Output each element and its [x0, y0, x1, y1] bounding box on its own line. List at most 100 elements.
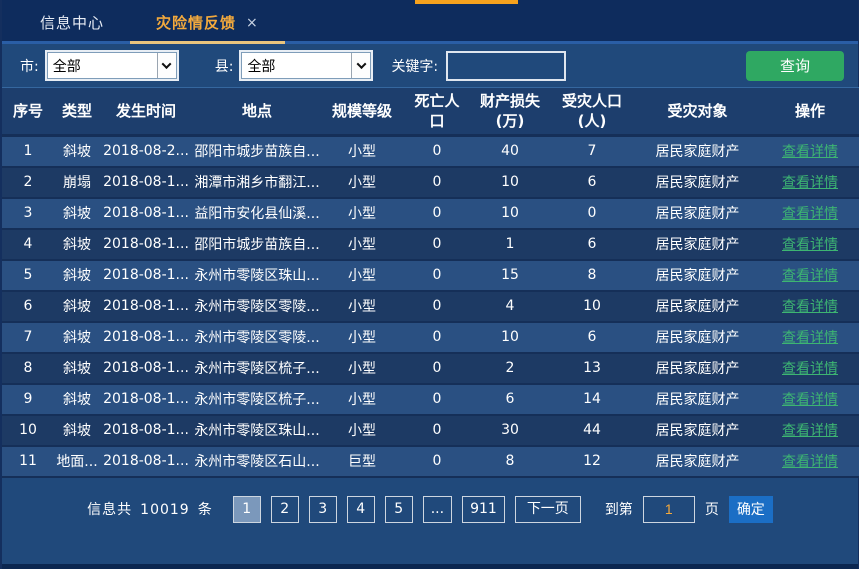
- search-button[interactable]: 查询: [746, 50, 844, 81]
- page-button-3[interactable]: 3: [308, 495, 337, 523]
- table-cell-action: 查看详情: [759, 414, 859, 447]
- table-cell: 居民家庭财产: [636, 352, 759, 385]
- chevron-down-icon[interactable]: [351, 53, 371, 78]
- top-orange-indicator: [415, 0, 518, 4]
- table-cell: 居民家庭财产: [636, 197, 759, 230]
- table-cell: 10: [2, 414, 54, 447]
- city-label: 市:: [20, 58, 39, 75]
- table-cell: 2018-08-1...: [100, 321, 192, 354]
- table-cell: 40: [472, 135, 548, 168]
- table-row: 1 斜坡 2018-08-2... 邵阳市城步苗族自... 小型 0 40 7 居民家庭财产 查看…: [2, 135, 859, 168]
- table-cell: 1: [2, 135, 54, 168]
- table-cell: 巨型: [322, 445, 402, 478]
- table-cell: 斜坡: [54, 383, 100, 416]
- table-cell: 小型: [322, 135, 402, 168]
- confirm-button[interactable]: 确定: [728, 495, 773, 523]
- table-row: 7 斜坡 2018-08-1... 永州市零陵区零陵... 小型 0 10 6 居民家庭财产 查看…: [2, 321, 859, 354]
- table-cell: 7: [2, 321, 54, 354]
- table-row: 3 斜坡 2018-08-1... 益阳市安化县仙溪... 小型 0 10 0 居民家庭财产 查看…: [2, 197, 859, 230]
- table-cell: 居民家庭财产: [636, 228, 759, 261]
- table-cell: 9: [2, 383, 54, 416]
- table-cell: 斜坡: [54, 414, 100, 447]
- page-button-...[interactable]: ...: [422, 495, 453, 523]
- column-header: 财产损失 (万): [472, 87, 548, 137]
- view-details-link[interactable]: 查看详情: [782, 237, 838, 253]
- table-cell: 居民家庭财产: [636, 383, 759, 416]
- table-cell: 小型: [322, 414, 402, 447]
- table-cell: 2018-08-2...: [100, 135, 192, 168]
- page-button-1[interactable]: 1: [232, 495, 261, 523]
- total-count-text: 信息共 10019 条: [87, 499, 213, 519]
- county-select[interactable]: 全部: [241, 52, 372, 79]
- goto-page-input[interactable]: [642, 495, 695, 523]
- table-cell: 居民家庭财产: [636, 259, 759, 292]
- table-cell: 居民家庭财产: [636, 445, 759, 478]
- table-cell: 小型: [322, 290, 402, 323]
- table-cell: 2: [472, 352, 548, 385]
- city-select[interactable]: 全部: [46, 52, 177, 79]
- next-page-button[interactable]: 下一页: [514, 495, 581, 523]
- table-cell: 永州市零陵区梳子...: [192, 383, 322, 416]
- table-cell: 0: [402, 228, 472, 261]
- keyword-input[interactable]: [446, 50, 567, 81]
- tab-label: 信息中心: [40, 14, 105, 32]
- view-details-link[interactable]: 查看详情: [782, 392, 838, 408]
- table-cell: 斜坡: [54, 259, 100, 292]
- tab-bar: 信息中心 灾险情反馈 ×: [2, 4, 858, 44]
- view-details-link[interactable]: 查看详情: [782, 423, 838, 439]
- column-header: 序号: [2, 87, 54, 137]
- table-cell: 0: [402, 135, 472, 168]
- column-header: 规模等级: [322, 87, 402, 137]
- table-cell: 0: [402, 414, 472, 447]
- table-cell: 2018-08-1...: [100, 166, 192, 199]
- page-button-911[interactable]: 911: [462, 495, 505, 523]
- table-cell: 6: [548, 321, 636, 354]
- table-cell: 2018-08-1...: [100, 259, 192, 292]
- table-header: 序号 类型 发生时间 地点 规模等级 死亡人 口财产损失 (万) 受灾人口 (人) 受灾对象操…: [2, 87, 859, 137]
- table-cell: 0: [402, 197, 472, 230]
- view-details-link[interactable]: 查看详情: [782, 454, 838, 470]
- filter-bar: 市: 全部 县: 全部 关键字: 查询: [2, 44, 858, 87]
- table-cell: 0: [402, 352, 472, 385]
- view-details-link[interactable]: 查看详情: [782, 175, 838, 191]
- table-cell: 6: [472, 383, 548, 416]
- table-cell-action: 查看详情: [759, 135, 859, 168]
- page-suffix-label: 页: [704, 502, 719, 518]
- tab-info-center[interactable]: 信息中心: [14, 4, 130, 41]
- view-details-link[interactable]: 查看详情: [782, 330, 838, 346]
- table-cell: 斜坡: [54, 290, 100, 323]
- table-cell: 永州市零陵区珠山...: [192, 259, 322, 292]
- column-header: 受灾人口 (人): [548, 87, 636, 137]
- view-details-link[interactable]: 查看详情: [782, 144, 838, 161]
- table-cell: 4: [2, 228, 54, 261]
- table-header-row: 序号 类型 发生时间 地点 规模等级 死亡人 口财产损失 (万) 受灾人口 (人) 受灾对象操…: [2, 87, 859, 137]
- table-cell: 1: [472, 228, 548, 261]
- bottom-strip: [2, 564, 858, 569]
- view-details-link[interactable]: 查看详情: [782, 268, 838, 284]
- view-details-link[interactable]: 查看详情: [782, 206, 838, 222]
- tab-label: 灾险情反馈: [156, 14, 237, 32]
- view-details-link[interactable]: 查看详情: [782, 299, 838, 315]
- table-cell: 30: [472, 414, 548, 447]
- table-cell: 小型: [322, 228, 402, 261]
- table-cell: 地面...: [54, 445, 100, 478]
- page-button-4[interactable]: 4: [346, 495, 375, 523]
- table-row: 8 斜坡 2018-08-1... 永州市零陵区梳子... 小型 0 2 13 居民家庭财产 查看…: [2, 352, 859, 385]
- view-details-link[interactable]: 查看详情: [782, 361, 838, 377]
- table-cell: 2: [2, 166, 54, 199]
- table-cell: 居民家庭财产: [636, 321, 759, 354]
- chevron-down-icon[interactable]: [156, 53, 176, 78]
- page-button-2[interactable]: 2: [270, 495, 299, 523]
- table-cell: 10: [472, 166, 548, 199]
- page-button-5[interactable]: 5: [384, 495, 413, 523]
- table-cell: 8: [548, 259, 636, 292]
- close-icon[interactable]: ×: [246, 14, 259, 31]
- table-cell: 小型: [322, 321, 402, 354]
- table-cell: 永州市零陵区零陵...: [192, 321, 322, 354]
- table-cell: 0: [402, 383, 472, 416]
- county-label: 县:: [214, 58, 234, 75]
- tab-disaster-feedback[interactable]: 灾险情反馈 ×: [130, 4, 285, 44]
- table-cell: 小型: [322, 259, 402, 292]
- table-row: 9 斜坡 2018-08-1... 永州市零陵区梳子... 小型 0 6 14 居民家庭财产 查看…: [2, 383, 859, 416]
- column-header: 受灾对象: [636, 87, 759, 137]
